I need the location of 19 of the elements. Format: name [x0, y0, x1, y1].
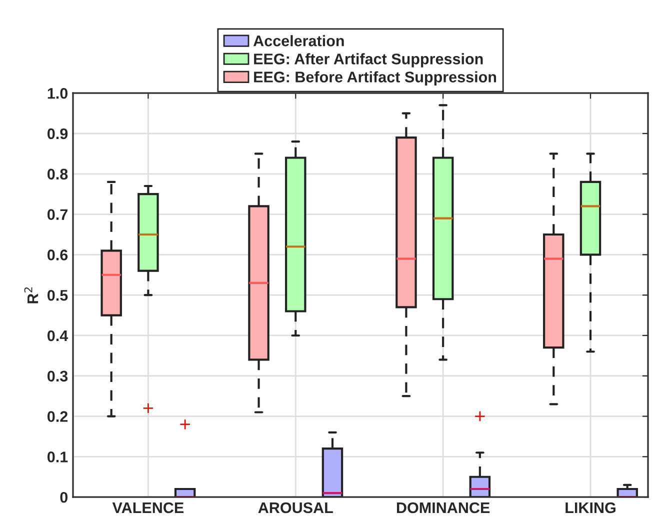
x-tick-label: DOMINANCE	[396, 502, 490, 514]
legend-label: Acceleration	[253, 35, 344, 46]
y-tick-label: 0.5	[48, 290, 68, 301]
y-tick-label: 0	[60, 492, 68, 503]
y-tick-label: 0.1	[48, 452, 68, 462]
y-tick-label: 0.7	[48, 209, 68, 220]
y-tick-label: 0.4	[48, 330, 68, 342]
y-tick-label: 0.8	[48, 168, 68, 180]
y-tick-label: 0.2	[48, 411, 68, 422]
y-axis-title: R$^{2}$	[24, 287, 38, 304]
x-tick-label: LIKING	[566, 502, 616, 514]
legend-label: EEG: After Artifact Suppression	[254, 53, 483, 68]
y-tick-label: 1.0	[48, 88, 68, 99]
x-tick-label: AROUSAL	[258, 502, 333, 514]
x-tick-label: VALENCE	[112, 502, 184, 514]
y-tick-label: 0.6	[48, 250, 68, 260]
y-tick-label: 0.9	[48, 128, 68, 140]
y-tick-label: 0.3	[48, 370, 68, 382]
legend-label: EEG: Before Artifact Suppression	[254, 71, 496, 86]
